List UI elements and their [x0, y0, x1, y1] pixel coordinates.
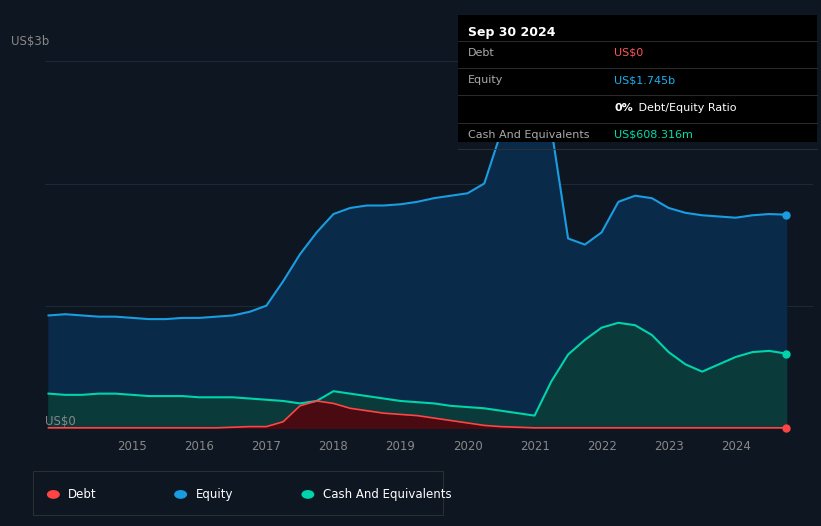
Text: Debt: Debt: [68, 488, 97, 501]
Text: US$1.745b: US$1.745b: [614, 75, 675, 85]
Text: Debt: Debt: [468, 48, 495, 58]
Text: Cash And Equivalents: Cash And Equivalents: [323, 488, 452, 501]
Text: Sep 30 2024: Sep 30 2024: [468, 26, 556, 39]
Text: US$608.316m: US$608.316m: [614, 130, 693, 140]
Text: Equity: Equity: [468, 75, 503, 85]
Text: US$3b: US$3b: [11, 35, 49, 48]
Text: Cash And Equivalents: Cash And Equivalents: [468, 130, 589, 140]
Text: 0%: 0%: [614, 103, 633, 113]
Text: US$0: US$0: [45, 415, 76, 428]
Text: Debt/Equity Ratio: Debt/Equity Ratio: [635, 103, 736, 113]
Text: Equity: Equity: [195, 488, 233, 501]
Text: US$0: US$0: [614, 48, 644, 58]
